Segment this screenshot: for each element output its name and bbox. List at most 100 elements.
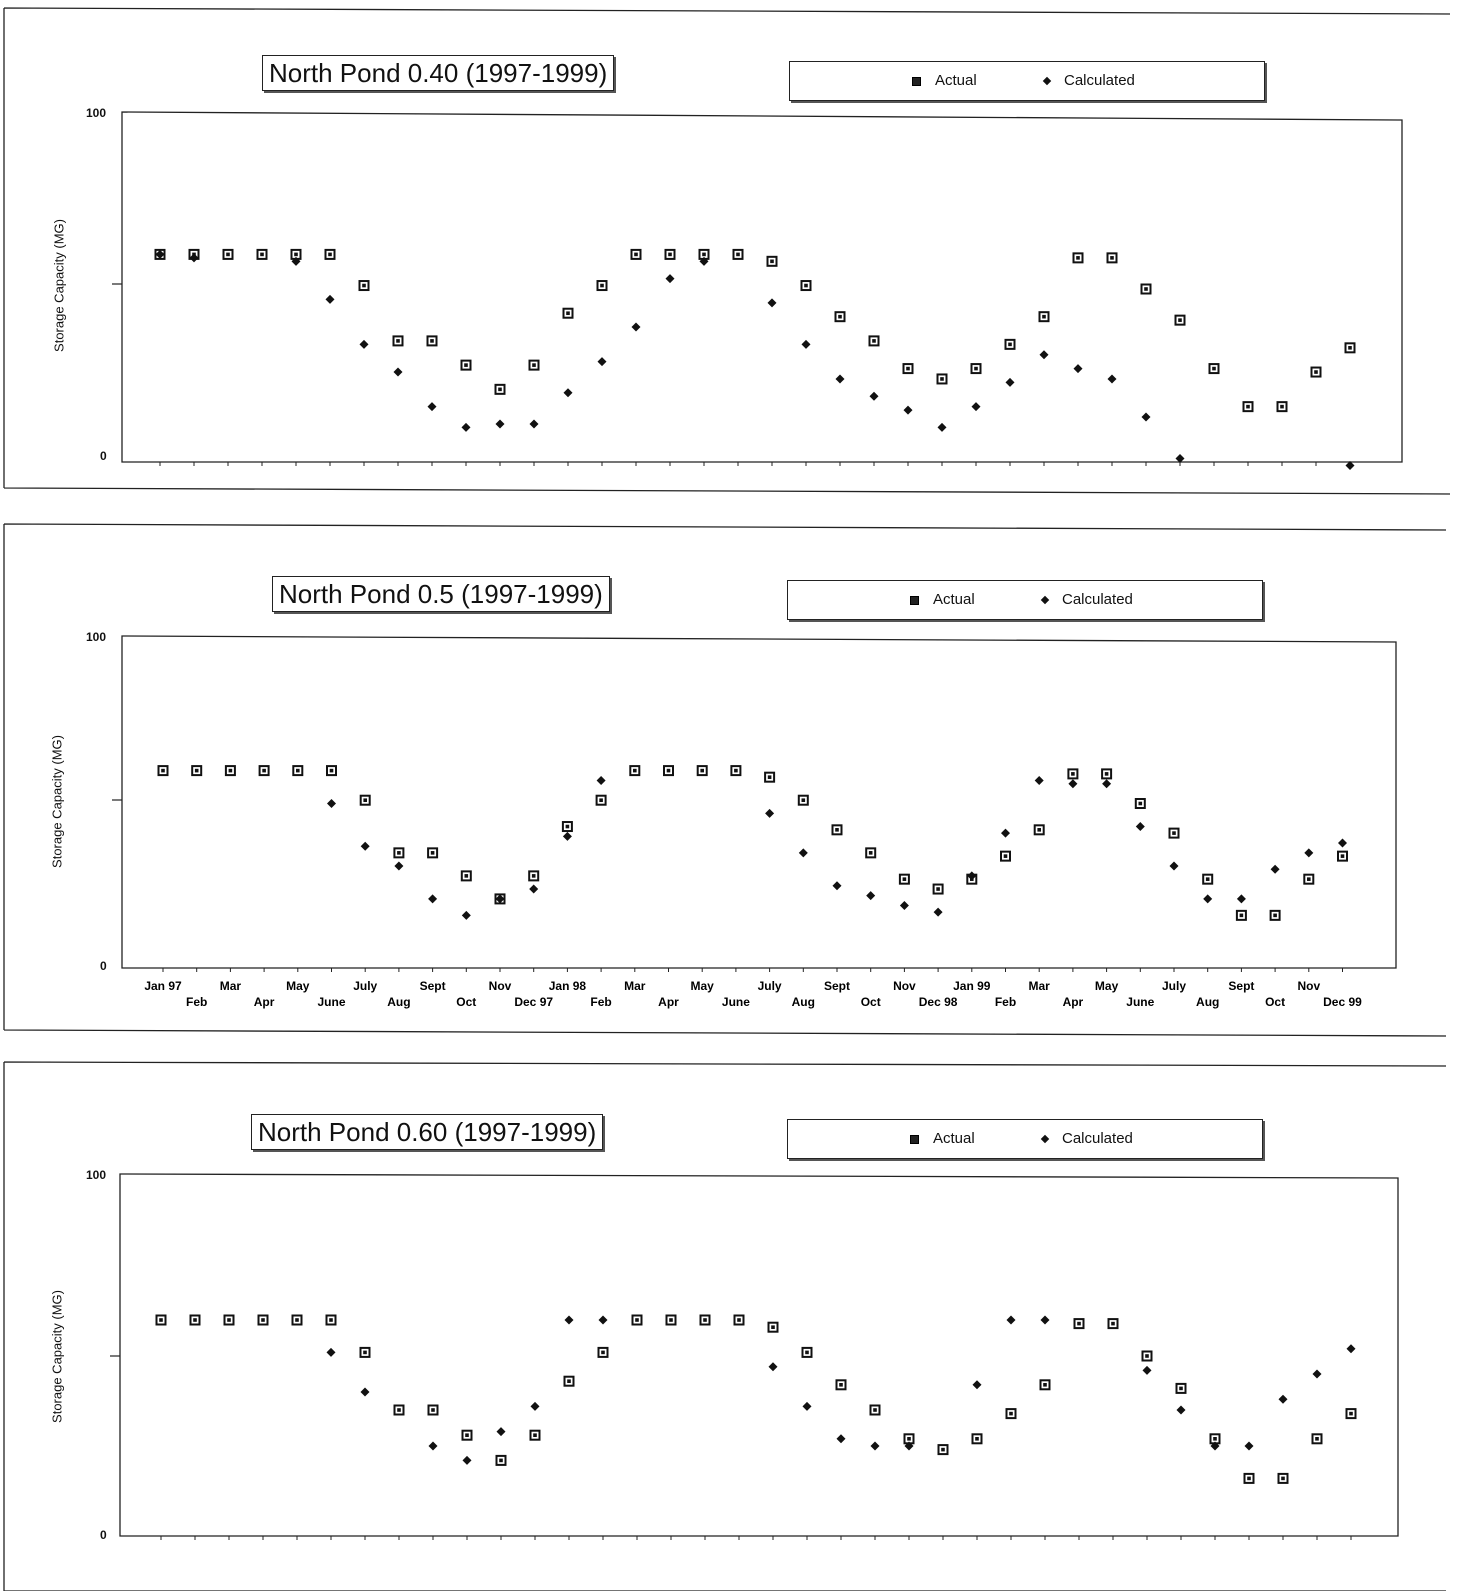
data-point-actual: [1106, 252, 1118, 264]
data-point-calculated: [835, 374, 845, 384]
chart-panel-2: Jan 97 Mar May July Sept Nov Jan 98 Mar May July S…: [3, 522, 1470, 1042]
chart-2-svg: Jan 97 Mar May July Sept Nov Jan 98 Mar May July S…: [3, 523, 1447, 1037]
data-point-actual: [359, 794, 371, 806]
data-point-actual: [1345, 1408, 1357, 1420]
data-point-actual: [494, 383, 506, 395]
data-point-calculated: [1141, 412, 1151, 422]
data-point-calculated: [529, 884, 539, 894]
data-point-calculated: [1278, 1394, 1288, 1404]
x-tick-label: Dec 99: [1323, 995, 1362, 1009]
chart-1-legend: Actual Calculated: [789, 61, 1265, 101]
legend-calculated: Calculated: [1040, 1130, 1133, 1148]
x-tick-label: Apr: [658, 995, 679, 1009]
data-point-calculated: [1102, 779, 1112, 789]
x-tick-label: June: [317, 995, 345, 1009]
data-point-calculated: [802, 1401, 812, 1411]
x-tick-label: Oct: [1265, 995, 1285, 1009]
x-tick-label: Feb: [590, 995, 611, 1009]
data-point-actual: [426, 335, 438, 347]
data-point-calculated: [699, 256, 709, 266]
data-point-calculated: [428, 1441, 438, 1451]
data-point-actual: [1242, 401, 1254, 413]
data-point-calculated: [461, 910, 471, 920]
data-point-actual: [970, 363, 982, 375]
x-tick-label: Jan 97: [144, 979, 182, 993]
panel-frame: [3, 1061, 1447, 1591]
data-point-calculated: [596, 775, 606, 785]
x-tick-label: Feb: [186, 995, 207, 1009]
x-tick-label: Aug: [387, 995, 410, 1009]
data-point-actual: [157, 765, 169, 777]
data-point-calculated: [428, 894, 438, 904]
x-tick-label: Sept: [824, 979, 850, 993]
data-point-actual: [1303, 873, 1315, 885]
data-point-calculated: [972, 1380, 982, 1390]
data-point-actual: [1337, 850, 1348, 862]
data-point-actual: [495, 1454, 507, 1466]
data-point-calculated: [1040, 1315, 1050, 1325]
data-point-actual: [664, 248, 676, 260]
data-point-actual: [1033, 824, 1045, 836]
data-point-actual: [189, 1314, 201, 1326]
data-point-actual: [1005, 1408, 1017, 1420]
data-point-actual: [1310, 366, 1322, 378]
data-point-actual: [869, 1404, 881, 1416]
data-point-actual: [902, 363, 914, 375]
legend-actual: Actual: [912, 72, 977, 90]
data-point-actual: [358, 280, 370, 292]
data-point-actual: [868, 335, 880, 347]
x-tick-label: Mar: [220, 979, 242, 993]
x-tick-label: Jan 98: [549, 979, 587, 993]
data-point-actual: [562, 307, 574, 319]
data-point-calculated: [836, 1434, 846, 1444]
data-point-actual: [393, 847, 405, 859]
data-point-actual: [1269, 909, 1281, 921]
chart-panel-1: North Pond 0.40 (1997-1999) Actual Calcu…: [3, 0, 1470, 500]
data-point-calculated: [1210, 1441, 1220, 1451]
data-point-actual: [834, 311, 846, 323]
chart-2-title: North Pond 0.5 (1997-1999): [272, 576, 610, 612]
data-point-calculated: [665, 274, 675, 284]
data-point-actual: [1208, 363, 1220, 375]
data-point-actual: [191, 765, 203, 777]
data-point-calculated: [562, 831, 572, 841]
data-point-actual: [631, 1314, 643, 1326]
data-point-calculated: [1203, 894, 1213, 904]
data-point-calculated: [427, 402, 437, 412]
y-tick-min: 0: [100, 1528, 107, 1542]
data-point-calculated: [189, 253, 199, 263]
data-point-calculated: [496, 1427, 506, 1437]
x-tick-label: Dec 98: [919, 995, 958, 1009]
y-tick-max: 100: [86, 106, 107, 120]
x-tick-label: Apr: [1063, 995, 1084, 1009]
data-point-actual: [223, 1314, 235, 1326]
data-point-actual: [291, 1314, 303, 1326]
data-point-actual: [1175, 1382, 1187, 1394]
data-point-calculated: [462, 1455, 472, 1465]
x-tick-label: Jan 99: [953, 979, 991, 993]
plot-area-border: [121, 635, 1397, 969]
data-point-actual: [800, 280, 812, 292]
plot-area-border: [119, 1173, 1399, 1537]
data-point-calculated: [393, 367, 403, 377]
data-point-actual: [563, 1375, 575, 1387]
data-point-actual: [392, 335, 404, 347]
y-axis-label: Storage Capacity (MG): [51, 219, 67, 352]
data-point-calculated: [1270, 864, 1280, 874]
data-point-actual: [561, 821, 573, 833]
data-point-actual: [1311, 1433, 1323, 1445]
plot-area-border: [121, 111, 1403, 463]
data-point-calculated: [967, 871, 977, 881]
data-point-actual: [1202, 873, 1214, 885]
data-point-calculated: [1304, 848, 1314, 858]
data-point-calculated: [1338, 838, 1347, 848]
data-point-actual: [257, 1314, 269, 1326]
data-point-actual: [937, 1444, 949, 1456]
data-point-calculated: [1039, 350, 1049, 360]
data-point-actual: [427, 1404, 439, 1416]
data-point-calculated: [360, 1387, 370, 1397]
data-point-actual: [801, 1346, 813, 1358]
data-point-calculated: [798, 848, 808, 858]
x-tick-label: July: [758, 979, 782, 993]
chart-3-legend: Actual Calculated: [787, 1119, 1263, 1159]
